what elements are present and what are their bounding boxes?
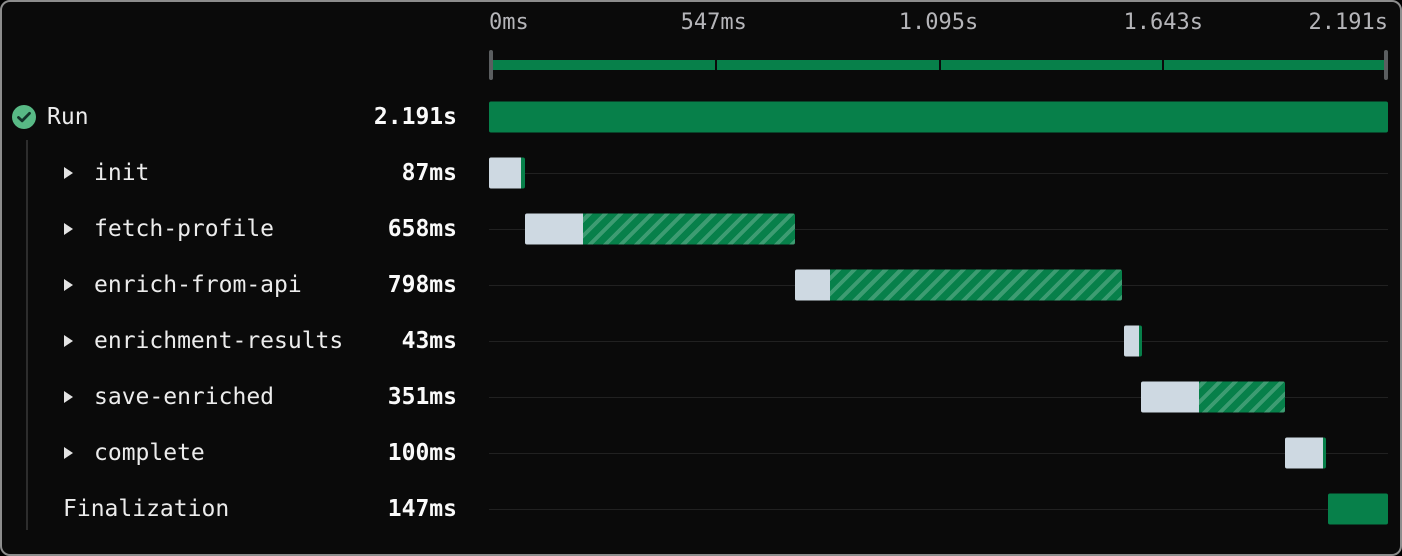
span-rows: Run 2.191s init 87ms — [2, 89, 1400, 537]
expand-chevron-icon[interactable] — [63, 222, 74, 236]
span-label: fetch-profile — [94, 216, 275, 242]
span-bar[interactable] — [524, 213, 795, 245]
running-segment — [583, 213, 795, 245]
span-bar[interactable] — [489, 101, 1388, 133]
tree-guide-line — [26, 140, 28, 530]
queued-segment — [1285, 437, 1323, 469]
queued-segment — [1141, 381, 1200, 413]
span-duration: 2.191s — [373, 104, 457, 130]
span-label: enrich-from-api — [94, 272, 302, 298]
timeline-minimap[interactable] — [489, 50, 1388, 80]
running-segment — [489, 101, 1388, 133]
queued-segment — [794, 269, 830, 301]
minimap-segment-divider — [714, 60, 717, 70]
span-bar[interactable] — [1285, 437, 1327, 469]
span-bar[interactable] — [489, 157, 525, 189]
trace-row-left: fetch-profile 658ms — [2, 201, 489, 257]
minimap-segment-divider — [1162, 60, 1165, 70]
expand-chevron-icon[interactable] — [63, 334, 74, 348]
minimap-left-handle[interactable] — [489, 50, 493, 80]
running-segment — [520, 157, 525, 189]
running-segment — [1322, 437, 1327, 469]
queued-segment — [524, 213, 584, 245]
trace-row-left: enrich-from-api 798ms — [2, 257, 489, 313]
span-label: Finalization — [63, 496, 230, 522]
expand-chevron-icon[interactable] — [63, 278, 74, 292]
span-duration: 658ms — [387, 216, 457, 242]
axis-tick-label: 1.095s — [898, 10, 979, 35]
span-duration: 87ms — [401, 160, 457, 186]
trace-row-left: complete 100ms — [2, 425, 489, 481]
trace-row[interactable]: init 87ms — [2, 145, 1400, 201]
trace-row[interactable]: enrich-from-api 798ms — [2, 257, 1400, 313]
minimap-segment-divider — [938, 60, 941, 70]
span-label: init — [94, 160, 150, 186]
timeline-header: 0ms 547ms 1.095s 1.643s 2.191s — [489, 2, 1388, 89]
queued-segment — [489, 157, 521, 189]
axis-tick-label: 0ms — [489, 10, 529, 35]
trace-row[interactable]: Run 2.191s — [2, 89, 1400, 145]
span-track — [489, 425, 1388, 481]
span-track — [489, 201, 1388, 257]
trace-row[interactable]: enrichment-results 43ms — [2, 313, 1400, 369]
span-track — [489, 257, 1388, 313]
span-duration: 798ms — [387, 272, 457, 298]
span-track — [489, 89, 1388, 145]
span-label: enrichment-results — [94, 328, 344, 354]
span-bar[interactable] — [794, 269, 1123, 301]
time-axis: 0ms 547ms 1.095s 1.643s 2.191s — [489, 2, 1388, 40]
span-bar[interactable] — [1327, 493, 1388, 525]
trace-row[interactable]: Finalization 147ms — [2, 481, 1400, 537]
trace-row-left: save-enriched 351ms — [2, 369, 489, 425]
span-bar[interactable] — [1124, 325, 1142, 357]
minimap-range-bar[interactable] — [491, 60, 1386, 70]
success-check-icon — [11, 104, 37, 130]
span-track — [489, 313, 1388, 369]
trace-row[interactable]: complete 100ms — [2, 425, 1400, 481]
span-label: Run — [47, 104, 89, 130]
span-label: save-enriched — [94, 384, 275, 410]
span-track — [489, 369, 1388, 425]
span-duration: 100ms — [387, 440, 457, 466]
span-track — [489, 481, 1388, 537]
axis-tick-label: 1.643s — [1123, 10, 1203, 35]
running-segment — [1138, 325, 1142, 357]
expand-chevron-icon[interactable] — [63, 390, 74, 404]
span-label: complete — [94, 440, 205, 466]
expand-chevron-icon[interactable] — [63, 446, 74, 460]
trace-row[interactable]: save-enriched 351ms — [2, 369, 1400, 425]
running-segment — [829, 269, 1123, 301]
queued-segment — [1124, 325, 1139, 357]
span-duration: 147ms — [387, 496, 457, 522]
trace-row-left: Run 2.191s — [2, 89, 489, 145]
trace-row[interactable]: fetch-profile 658ms — [2, 201, 1400, 257]
trace-row-left: enrichment-results 43ms — [2, 313, 489, 369]
minimap-right-handle[interactable] — [1384, 50, 1388, 80]
expand-chevron-icon[interactable] — [63, 166, 74, 180]
axis-tick-label: 2.191s — [1308, 10, 1388, 35]
span-bar[interactable] — [1141, 381, 1286, 413]
span-duration: 43ms — [401, 328, 457, 354]
span-duration: 351ms — [387, 384, 457, 410]
trace-row-left: init 87ms — [2, 145, 489, 201]
trace-row-left: Finalization 147ms — [2, 481, 489, 537]
span-track — [489, 145, 1388, 201]
running-segment — [1327, 493, 1388, 525]
axis-tick-label: 547ms — [680, 10, 747, 35]
running-segment — [1199, 381, 1286, 413]
